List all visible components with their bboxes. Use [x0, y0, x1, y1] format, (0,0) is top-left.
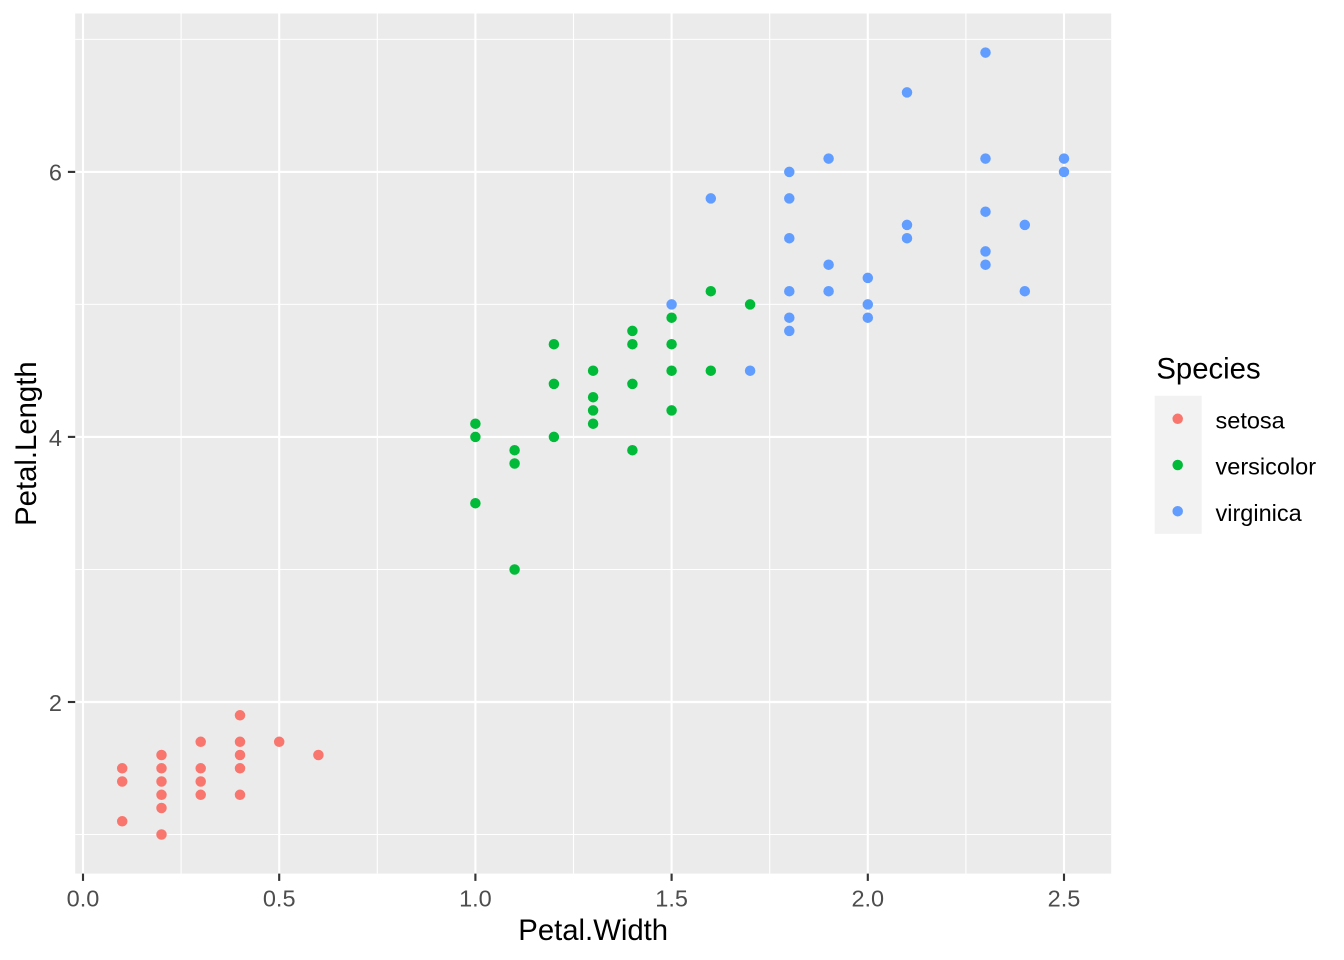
- svg-text:1.5: 1.5: [655, 886, 688, 912]
- svg-text:versicolor: versicolor: [1216, 454, 1317, 480]
- svg-text:2.5: 2.5: [1048, 886, 1081, 912]
- svg-text:Petal.Length: Petal.Length: [10, 361, 43, 526]
- svg-text:2: 2: [49, 690, 62, 716]
- svg-text:0.5: 0.5: [263, 886, 296, 912]
- svg-text:0.0: 0.0: [67, 886, 100, 912]
- svg-text:virginica: virginica: [1216, 500, 1303, 526]
- svg-text:Species: Species: [1156, 352, 1260, 385]
- svg-text:setosa: setosa: [1216, 408, 1286, 434]
- svg-text:Petal.Width: Petal.Width: [518, 914, 668, 947]
- svg-text:6: 6: [49, 160, 62, 186]
- svg-text:1.0: 1.0: [459, 886, 492, 912]
- svg-text:2.0: 2.0: [851, 886, 884, 912]
- svg-text:4: 4: [49, 425, 62, 451]
